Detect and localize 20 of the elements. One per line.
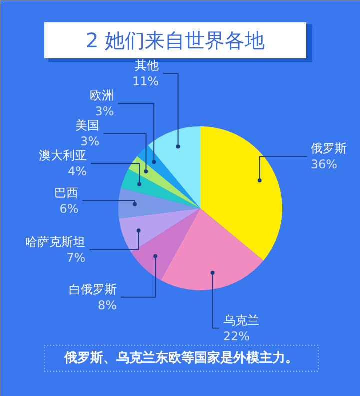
data-label: 8% xyxy=(98,298,117,312)
data-label: 3% xyxy=(95,104,114,119)
slice-label: 巴西 xyxy=(54,186,79,200)
data-label: 6% xyxy=(60,202,79,216)
data-label: 22% xyxy=(223,329,250,344)
slice-label: 美国 xyxy=(76,118,100,133)
slice-label: 澳大利亚 xyxy=(39,148,88,163)
chart-title: 2 她们来自世界各地 xyxy=(86,28,266,52)
slice-label: 白俄罗斯 xyxy=(68,282,117,296)
slice-label: 欧洲 xyxy=(90,88,114,103)
data-label: 3% xyxy=(80,134,100,149)
slice-label: 乌克兰 xyxy=(223,313,260,328)
slice-label: 其他 xyxy=(135,58,160,73)
slice-label: 俄罗斯 xyxy=(310,142,347,156)
data-label: 11% xyxy=(132,74,160,89)
text: 俄罗斯、乌克兰东欧等国家是外模主力。 xyxy=(64,350,298,366)
data-label: 7% xyxy=(66,250,86,265)
data-label: 4% xyxy=(68,164,88,179)
data-label: 36% xyxy=(310,158,338,172)
slice-label: 哈萨克斯坦 xyxy=(26,234,86,249)
